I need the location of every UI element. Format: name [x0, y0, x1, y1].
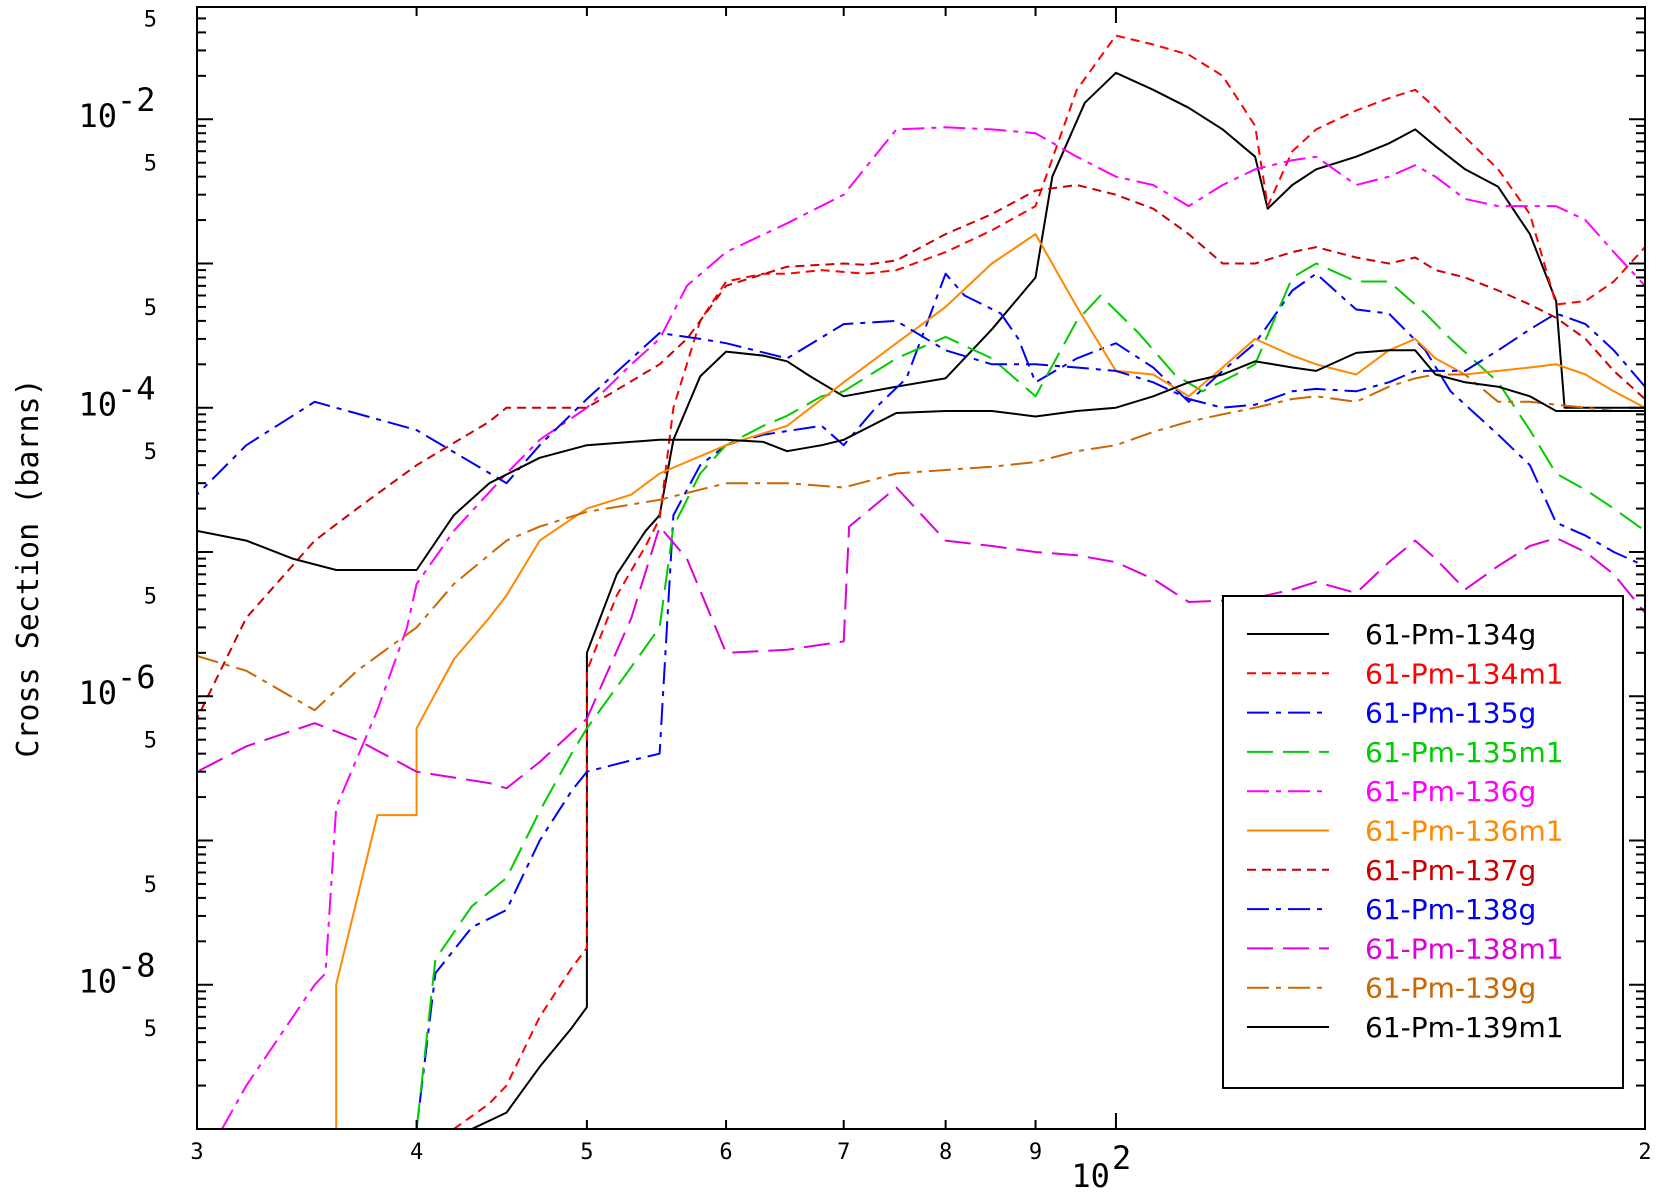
- y-decade-label: 10 -2: [78, 81, 155, 135]
- legend-item: 61-Pm-136g: [1247, 775, 1536, 808]
- y-tick-label: 5: [144, 873, 157, 898]
- series-line-61-pm-134g: [471, 71, 1645, 1129]
- legend-label: 61-Pm-134g: [1365, 618, 1536, 651]
- series-line-61-pm-135g: [197, 272, 1645, 1129]
- legend-item: 61-Pm-138g: [1247, 893, 1536, 926]
- x-tick-label: 3: [190, 1140, 203, 1165]
- x-tick-label: 6: [719, 1140, 732, 1165]
- y-decade-exponent: -8: [117, 947, 156, 985]
- y-tick-label: 5: [144, 152, 157, 177]
- series-line-61-pm-136g: [221, 126, 1645, 1129]
- series-line-61-pm-138g: [197, 312, 1645, 1129]
- x-tick-label: 9: [1029, 1140, 1042, 1165]
- y-decade-label: 10 -6: [78, 658, 155, 712]
- legend-item: 61-Pm-136m1: [1247, 815, 1564, 848]
- y-tick-label: 5: [144, 7, 157, 32]
- legend-item: 61-Pm-139m1: [1247, 1011, 1564, 1044]
- legend-label: 61-Pm-139g: [1365, 972, 1536, 1005]
- x-tick-label: 7: [837, 1140, 850, 1165]
- legend-label: 61-Pm-137g: [1365, 854, 1536, 887]
- y-axis-title: Cross Section (barns): [11, 378, 46, 757]
- x-decade-exponent: 2: [1112, 1139, 1131, 1177]
- y-tick-label: 5: [144, 584, 157, 609]
- legend-item: 61-Pm-138m1: [1247, 932, 1564, 965]
- legend-item: 61-Pm-135g: [1247, 697, 1536, 730]
- legend-label: 61-Pm-136m1: [1365, 815, 1564, 848]
- legend-item: 61-Pm-135m1: [1247, 736, 1564, 769]
- series-line-61-pm-134m1: [453, 34, 1645, 1129]
- legend-label: 61-Pm-135m1: [1365, 736, 1564, 769]
- legend-label: 61-Pm-136g: [1365, 775, 1536, 808]
- series-line-61-pm-136m1: [335, 233, 1645, 1129]
- y-decade-exponent: -2: [117, 81, 156, 119]
- series-layer: [197, 34, 1645, 1129]
- x-tick-label: 8: [939, 1140, 952, 1165]
- series-line-61-pm-137g: [197, 184, 1645, 1129]
- y-decade-base: 10: [78, 674, 117, 712]
- y-decade-base: 10: [78, 97, 117, 135]
- y-tick-label: 5: [144, 296, 157, 321]
- y-decade-base: 10: [78, 963, 117, 1001]
- series-line-61-pm-138m1: [197, 486, 1645, 1129]
- legend-box: [1222, 595, 1624, 1089]
- y-tick-label: 5: [144, 729, 157, 754]
- series-line-61-pm-135m1: [415, 262, 1645, 1129]
- plot-frame: [196, 6, 1646, 1130]
- y-tick-label: 5: [144, 440, 157, 465]
- x-tick-label: 5: [580, 1140, 593, 1165]
- legend-item: 61-Pm-134m1: [1247, 657, 1564, 690]
- legend: 61-Pm-134g 61-Pm-134m1 61-Pm-135g 61-Pm-135…: [1222, 595, 1624, 1089]
- x-tick-label: 4: [410, 1140, 423, 1165]
- y-decade-label: 10 -4: [78, 370, 155, 424]
- legend-item: 61-Pm-137g: [1247, 854, 1536, 887]
- y-decade-exponent: -4: [117, 370, 156, 408]
- y-decade-label: 10 -8: [78, 947, 155, 1001]
- series-line-61-pm-139m1: [197, 349, 1645, 571]
- legend-label: 61-Pm-139m1: [1365, 1011, 1564, 1044]
- legend-item: 61-Pm-134g: [1247, 618, 1536, 651]
- legend-label: 61-Pm-134m1: [1365, 657, 1564, 690]
- legend-item: 61-Pm-139g: [1247, 972, 1536, 1005]
- x-decade-base: 10: [1071, 1157, 1110, 1191]
- x-tick-label: 2: [1638, 1140, 1651, 1165]
- series-line-61-pm-139g: [197, 373, 1645, 712]
- x-decade-label: 10 2: [1071, 1139, 1131, 1195]
- legend-label: 61-Pm-138g: [1365, 893, 1536, 926]
- y-tick-label: 5: [144, 1017, 157, 1042]
- legend-label: 61-Pm-138m1: [1365, 932, 1564, 965]
- legend-label: 61-Pm-135g: [1365, 697, 1536, 730]
- y-decade-exponent: -6: [117, 658, 156, 696]
- y-decade-base: 10: [78, 386, 117, 424]
